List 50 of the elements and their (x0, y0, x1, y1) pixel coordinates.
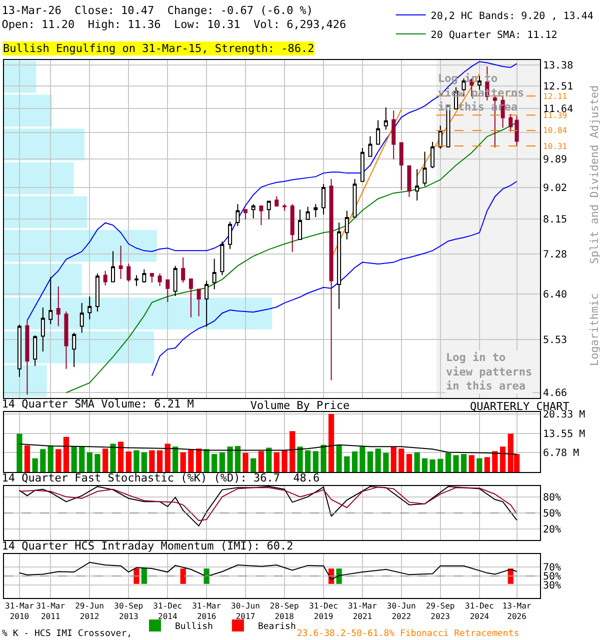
x-tick-label: 13-Mar 2026 (502, 602, 532, 621)
y-tick-label: 50% (543, 508, 562, 520)
x-tick-label: 30-Jun 2022 (386, 602, 416, 621)
chart-title: 13-Mar-26 Close: 10.47 Change: -0.67 (-6.0 %) (2, 4, 314, 17)
legend-label: Bearish (258, 622, 296, 632)
legend-label: 20 Quarter SMA: 11.12 (430, 30, 558, 41)
chart-subtitle: Open: 11.20 High: 11.36 Low: 10.31 Vol: 6,293,426 (2, 18, 346, 32)
x-tick-label: 28-Sep 2018 (270, 602, 299, 621)
y-tick-label: 7.28 (543, 250, 568, 261)
y-tick-label: 30% (543, 580, 562, 592)
y-tick-label: 6.40 (543, 290, 568, 301)
x-tick-label: 31-Mar 2021 (348, 602, 378, 621)
x-tick-label: 31-Dec 2014 (153, 602, 182, 621)
text: Volume By Price (250, 399, 350, 412)
y-tick-label: 4.66 (543, 388, 568, 400)
x-tick-label: 31-Dec 2024 (465, 602, 494, 621)
text: Split and Dividend Adjusted (588, 85, 600, 264)
ref-line-label: 12.11 (543, 92, 568, 101)
chart-title: 14 Quarter Fast Stochastic (%K) (%D): 36.7 48.6 (2, 472, 320, 485)
chart-title: 14 Quarter SMA Volume: 6.21 M (2, 398, 194, 411)
ref-line-label: 10.31 (543, 142, 568, 151)
annotation: Log in to view patterns in this area (446, 351, 532, 393)
text: 23.6-38.2-50-61.8% Fibonacci Retracements (297, 629, 520, 639)
chart-title: 14 Quarter HCS Intraday Momentum (IMI): 60.2 (2, 540, 294, 553)
y-tick-label: 6.78 M (543, 448, 580, 460)
x-tick-label: 30-Jun 2017 (231, 602, 260, 621)
y-tick-label: 20% (543, 524, 562, 536)
y-tick-label: 13.38 (543, 60, 574, 72)
y-tick-label: 80% (543, 492, 562, 504)
y-tick-label: 8.15 (543, 214, 568, 226)
y-tick-label: 9.89 (543, 154, 568, 166)
ref-line-label: 10.84 (543, 126, 568, 135)
y-tick-label: 12.51 (543, 81, 574, 92)
x-tick-label: 30-Sep 2013 (114, 602, 144, 621)
x-tick-label: 29-Sep 2023 (426, 602, 455, 621)
legend-label: Bullish (175, 622, 213, 632)
x-tick-label: 31-Mar 2010 (4, 602, 34, 621)
text: Bullish Engulfing on 31-Mar-15, Strength: -86.2 (3, 42, 314, 55)
text: Logarithmic (588, 293, 600, 366)
y-tick-label: 13.55 M (543, 428, 586, 440)
x-tick-label: 31-Dec 2019 (309, 602, 338, 621)
y-tick-label: 9.02 (543, 183, 568, 194)
y-tick-label: 5.53 (543, 334, 568, 346)
y-tick-label: 50% (543, 572, 562, 582)
x-tick-label: 31-Mar 2016 (192, 602, 222, 621)
x-tick-label: 31-Mar 2011 (36, 602, 66, 621)
legend-label: 20,2 HC Bands: 9.20 , 13.44 (430, 10, 594, 22)
x-tick-label: 29-Jun 2012 (75, 602, 104, 621)
text: % K - HCS IMI Crossover, (2, 629, 132, 639)
ref-line-label: 11.39 (543, 111, 568, 120)
